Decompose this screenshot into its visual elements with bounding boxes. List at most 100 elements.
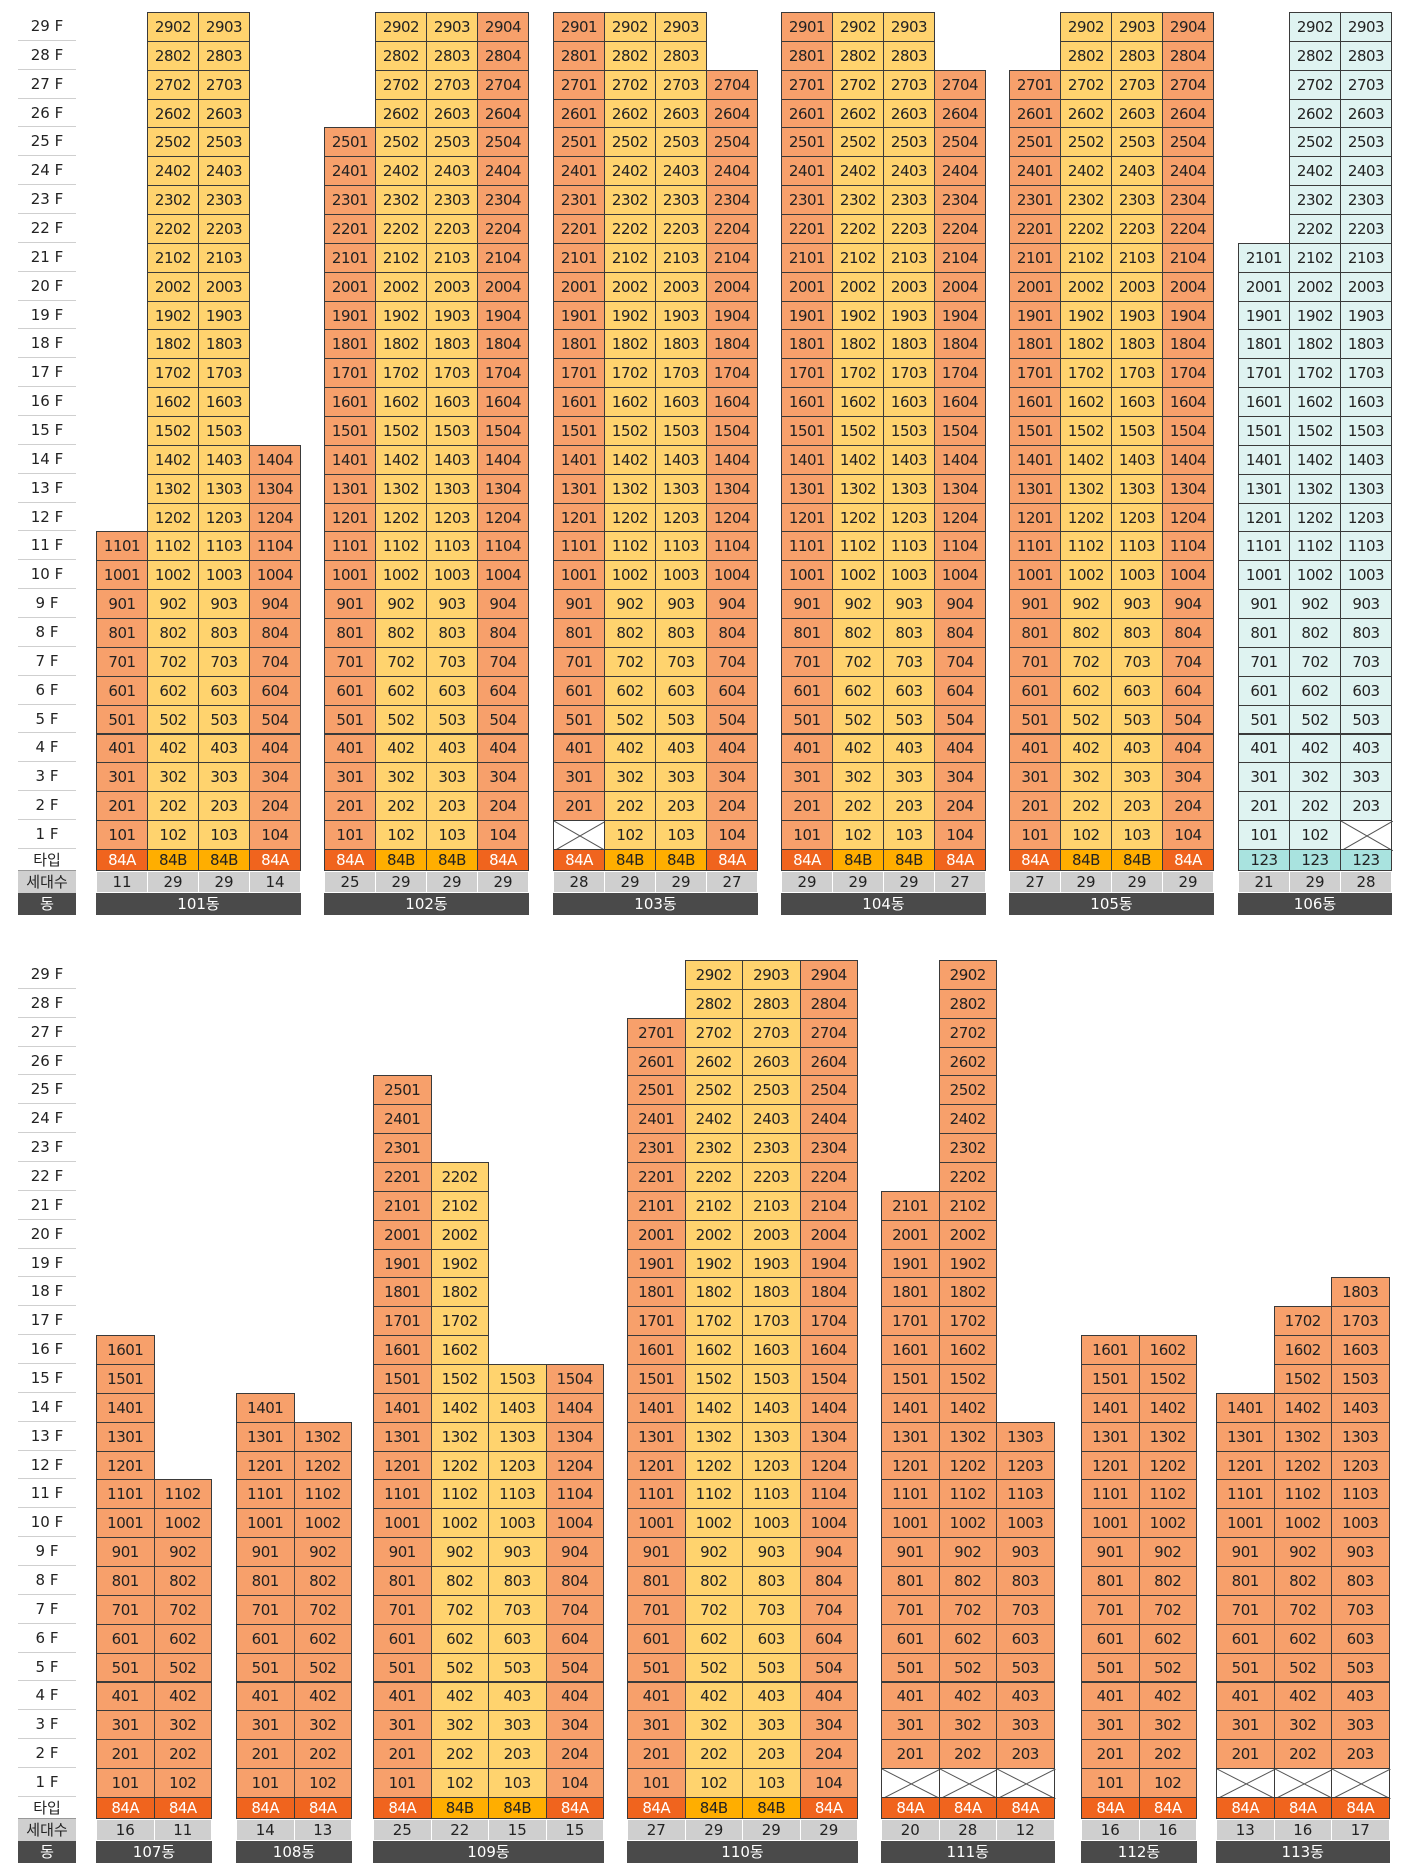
unit-cell: 2303 — [883, 185, 935, 216]
unit-cell: 1002 — [1289, 560, 1341, 591]
unit-cell: 802 — [375, 618, 427, 648]
unit-cell: 1903 — [1340, 300, 1392, 331]
unit-cell: 1601 — [373, 1335, 432, 1366]
unit-cell: 901 — [1009, 589, 1061, 620]
unit-cell: 1103 — [1111, 531, 1163, 562]
unit-cell: 802 — [1060, 618, 1112, 648]
unit-cell: 1003 — [1340, 560, 1392, 591]
unit-cell: 501 — [236, 1652, 295, 1683]
unit-cell: 503 — [996, 1652, 1055, 1683]
unit-cell: 2601 — [627, 1046, 686, 1077]
floor-label: 4 F — [18, 1682, 76, 1711]
unit-cell: 503 — [1111, 704, 1163, 735]
unit-cell: 901 — [781, 589, 833, 620]
unit-cell: 301 — [1238, 762, 1290, 793]
household-count: 15 — [488, 1818, 547, 1841]
unit-cell: 1403 — [488, 1392, 547, 1423]
unit-cell: 1201 — [781, 502, 833, 533]
unit-cell: 2304 — [706, 185, 758, 216]
unit-cell: 803 — [1111, 618, 1163, 648]
unit-cell: 604 — [249, 675, 301, 706]
unit-cell: 302 — [832, 762, 884, 793]
unit-cell: 1201 — [881, 1450, 940, 1481]
unit-cell: 2302 — [938, 1133, 997, 1164]
unit-type-badge: 84A — [96, 848, 148, 871]
unit-cell: 101 — [781, 820, 833, 850]
unit-cell: 102 — [684, 1768, 743, 1798]
unit-cell: 2804 — [799, 988, 858, 1019]
unit-cell: 902 — [1289, 589, 1341, 620]
unit-cell: 103 — [426, 820, 478, 850]
unit-cell: 1802 — [938, 1277, 997, 1308]
unit-cell: 1301 — [1081, 1421, 1140, 1452]
building-name: 108동 — [236, 1840, 352, 1863]
unit-cell: 301 — [96, 762, 148, 793]
floor-label: 19 F — [18, 301, 76, 330]
unit-cell: 301 — [373, 1710, 432, 1741]
unit-cell: 302 — [430, 1710, 489, 1741]
unit-cell: 504 — [934, 704, 986, 735]
unit-cell: 202 — [604, 791, 656, 822]
unit-cell: 1001 — [1081, 1508, 1140, 1539]
unit-cell: 604 — [477, 675, 529, 706]
count-row-label: 세대수 — [18, 870, 76, 893]
unit-cell: 203 — [996, 1739, 1055, 1770]
building-name: 105동 — [1009, 892, 1214, 915]
unit-cell: 1404 — [934, 444, 986, 475]
unit-cell: 704 — [477, 646, 529, 677]
unit-cell: 1403 — [655, 444, 707, 475]
unit-cell: 1304 — [1162, 473, 1214, 504]
floor-label: 17 F — [18, 1306, 76, 1336]
unit-cell: 2903 — [198, 12, 250, 42]
household-count: 29 — [684, 1818, 743, 1841]
unit-cell: 1001 — [1009, 560, 1061, 591]
unit-cell: 1602 — [938, 1335, 997, 1366]
unit-cell: 803 — [488, 1566, 547, 1596]
unit-cell: 1303 — [198, 473, 250, 504]
unit-cell: 2103 — [198, 242, 250, 273]
unit-cell: 2104 — [1162, 242, 1214, 273]
household-count: 15 — [545, 1818, 604, 1841]
unit-cell: 501 — [1216, 1652, 1275, 1683]
unit-cell: 101 — [96, 1768, 155, 1798]
unit-cell: 2501 — [373, 1075, 432, 1106]
unit-cell: 502 — [1138, 1652, 1197, 1683]
unit-cell: 301 — [96, 1710, 155, 1741]
unit-cell: 1103 — [426, 531, 478, 562]
unit-cell: 1203 — [426, 502, 478, 533]
unit-cell: 701 — [96, 646, 148, 677]
unit-cell: 901 — [1238, 589, 1290, 620]
unit-cell: 2804 — [1162, 40, 1214, 71]
unit-cell: 1002 — [293, 1508, 352, 1539]
unit-cell: 704 — [799, 1594, 858, 1625]
unit-cell: 201 — [236, 1739, 295, 1770]
unit-cell: 1501 — [781, 416, 833, 446]
unit-cell: 1001 — [1216, 1508, 1275, 1539]
unit-cell: 802 — [147, 618, 199, 648]
unit-cell: 1201 — [96, 1450, 155, 1481]
floor-label: 5 F — [18, 1653, 76, 1682]
unit-cell: 203 — [1111, 791, 1163, 822]
unit-cell: 502 — [832, 704, 884, 735]
unit-cell: 1604 — [1162, 387, 1214, 418]
unit-cell: 2603 — [655, 98, 707, 129]
unit-cell: 1103 — [742, 1479, 801, 1510]
unit-cell: 2302 — [147, 185, 199, 216]
unit-cell: 602 — [1289, 675, 1341, 706]
unit-cell: 902 — [147, 589, 199, 620]
unit-cell: 1703 — [655, 358, 707, 389]
household-count: 11 — [153, 1818, 212, 1841]
unit-cell: 2202 — [604, 214, 656, 244]
unit-cell: 503 — [198, 704, 250, 735]
unit-cell: 703 — [655, 646, 707, 677]
unit-cell: 1703 — [426, 358, 478, 389]
unit-cell: 201 — [881, 1739, 940, 1770]
unit-cell: 601 — [1009, 675, 1061, 706]
unit-cell: 1601 — [1081, 1335, 1140, 1366]
unit-cell: 1102 — [1060, 531, 1112, 562]
unit-cell: 2401 — [553, 156, 605, 187]
unit-cell: 1004 — [799, 1508, 858, 1539]
unit-cell: 1903 — [742, 1248, 801, 1279]
unit-cell: 1802 — [684, 1277, 743, 1308]
unit-cell: 103 — [742, 1768, 801, 1798]
